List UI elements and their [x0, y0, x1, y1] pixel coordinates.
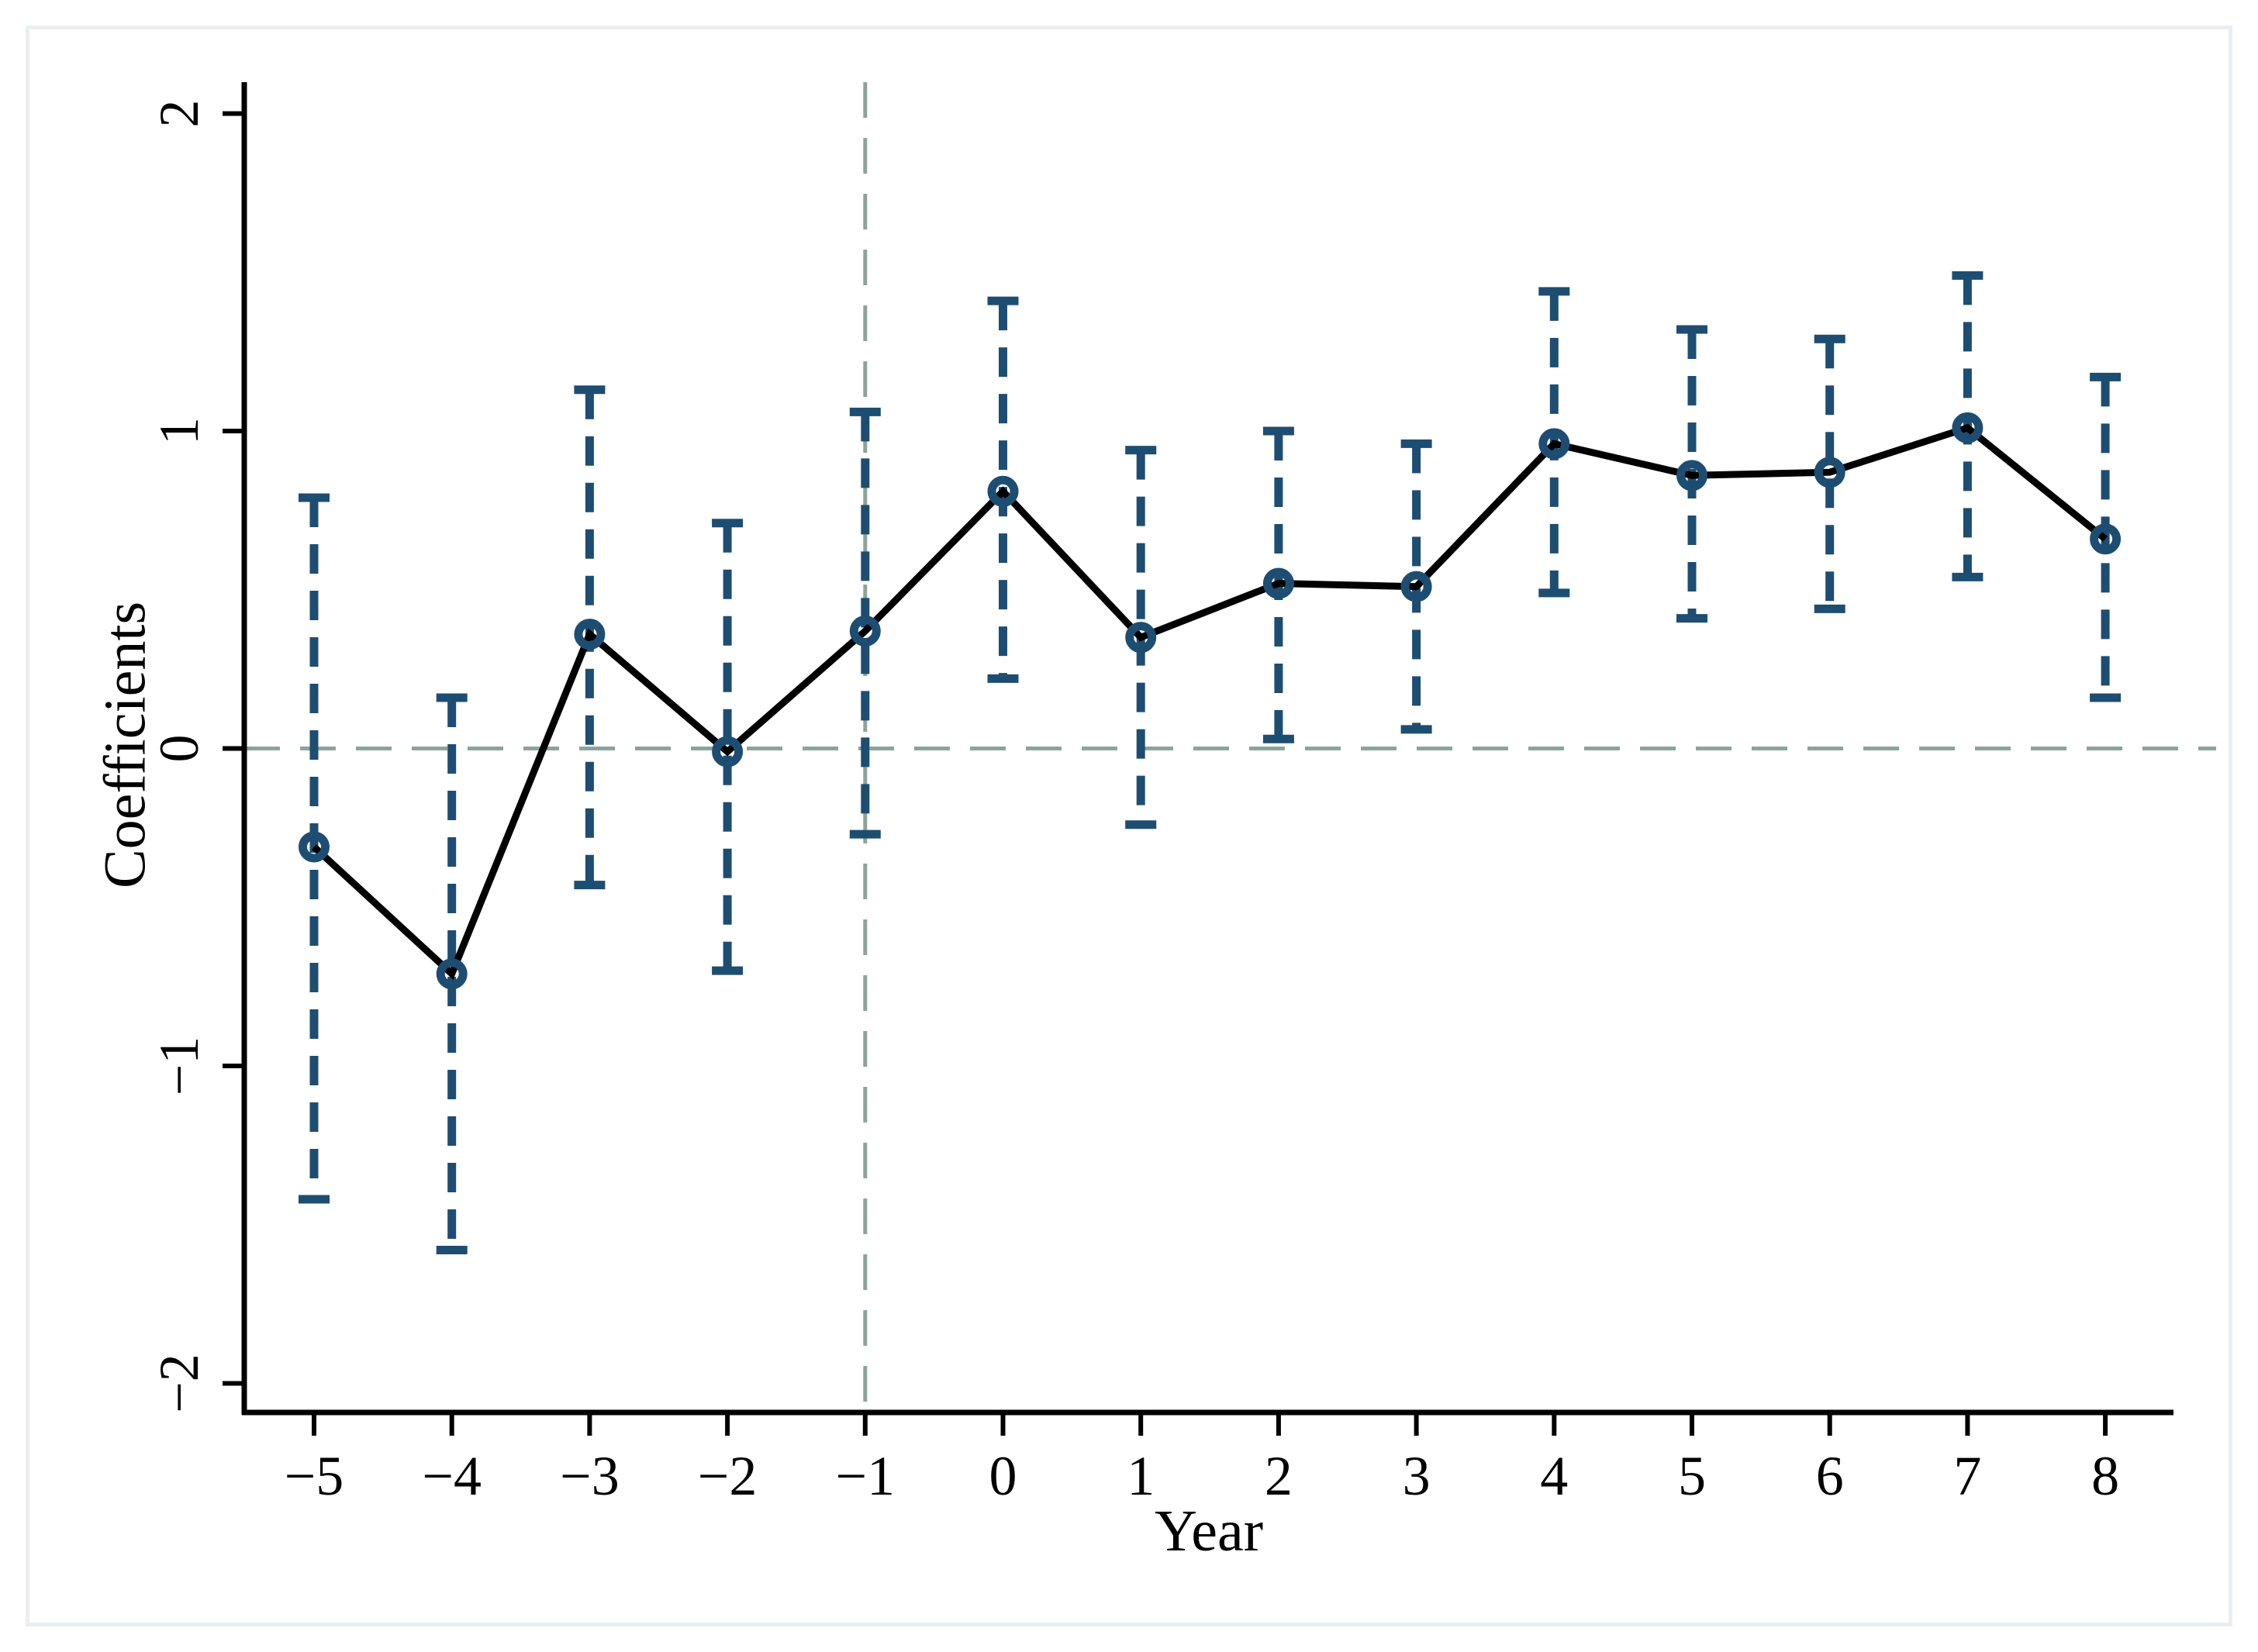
- data-point-marker: [1952, 412, 1984, 443]
- x-tick-label: 1: [1127, 1445, 1155, 1507]
- data-point-marker: [574, 619, 606, 650]
- x-tick-label: 7: [1953, 1445, 1981, 1507]
- x-tick-label: −1: [835, 1445, 895, 1507]
- data-point-marker: [987, 475, 1019, 507]
- x-axis-title: Year: [1155, 1499, 1263, 1564]
- coefficient-line: [311, 423, 2108, 980]
- y-tick-label: 1: [148, 417, 210, 445]
- data-point-marker: [2090, 523, 2122, 555]
- series-line: [311, 423, 2108, 980]
- data-point-marker: [436, 958, 468, 990]
- data-point-marker: [712, 736, 744, 767]
- data-point-marker: [1262, 567, 1294, 599]
- x-tick-label: 5: [1678, 1445, 1706, 1507]
- x-tick-label: −5: [285, 1445, 344, 1507]
- y-tick-label: −2: [148, 1354, 210, 1413]
- x-tick-label: −3: [560, 1445, 620, 1507]
- axes: 2 1 0 −1 −2 −5 −4 −3 −2 −1 0 1 2 3 4 5 6 7 8: [148, 82, 2173, 1507]
- y-tick-label: 2: [148, 100, 210, 128]
- y-tick-label: −1: [148, 1036, 210, 1096]
- x-tick-label: 2: [1265, 1445, 1293, 1507]
- x-tick-label: −4: [422, 1445, 482, 1507]
- y-axis-title: Coefficients: [93, 602, 158, 888]
- data-point-marker: [299, 831, 330, 863]
- data-point-marker: [1814, 457, 1845, 488]
- x-tick-label: 4: [1540, 1445, 1568, 1507]
- data-point-marker: [1400, 571, 1432, 602]
- x-tick-label: 6: [1816, 1445, 1844, 1507]
- x-tick-label: 8: [2091, 1445, 2119, 1507]
- data-point-marker: [1125, 622, 1157, 654]
- data-point-marker: [1538, 428, 1570, 460]
- x-tick-label: −2: [698, 1445, 758, 1507]
- y-tick-label: 0: [148, 735, 210, 763]
- x-tick-label: 3: [1403, 1445, 1431, 1507]
- coefficient-markers: [299, 412, 2122, 990]
- data-point-marker: [1676, 460, 1707, 491]
- reference-lines: [244, 82, 2216, 1412]
- x-tick-label: 0: [989, 1445, 1017, 1507]
- data-point-marker: [849, 615, 881, 647]
